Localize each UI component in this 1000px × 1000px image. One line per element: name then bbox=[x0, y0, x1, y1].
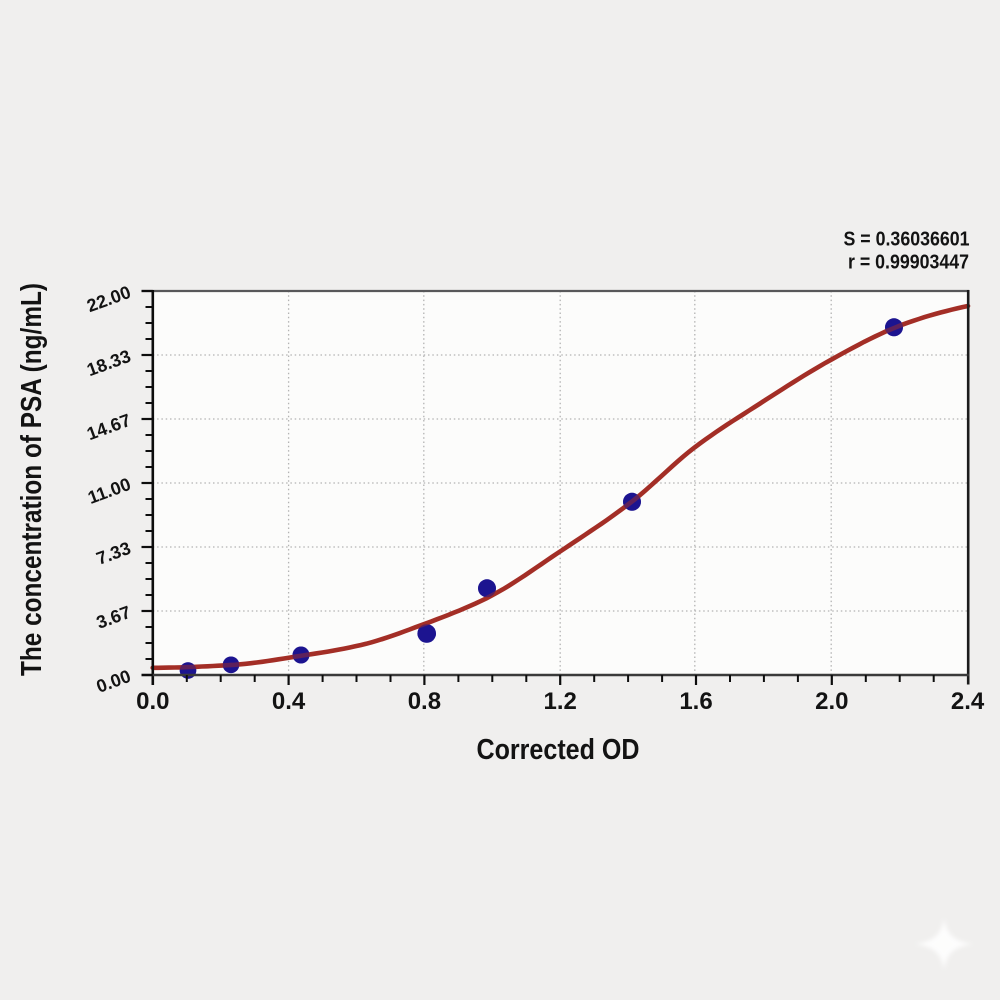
svg-text:7.33: 7.33 bbox=[94, 538, 134, 569]
svg-text:22.00: 22.00 bbox=[84, 282, 133, 316]
svg-text:0.00: 0.00 bbox=[94, 666, 134, 697]
svg-text:The concentration of PSA (ng/m: The concentration of PSA (ng/mL) bbox=[16, 283, 48, 676]
svg-text:3.67: 3.67 bbox=[94, 602, 134, 633]
svg-text:2.4: 2.4 bbox=[951, 688, 985, 715]
svg-text:14.67: 14.67 bbox=[84, 410, 133, 444]
svg-text:S = 0.36036601: S = 0.36036601 bbox=[844, 229, 970, 251]
svg-text:1.6: 1.6 bbox=[679, 688, 712, 715]
svg-text:0.8: 0.8 bbox=[408, 688, 441, 715]
svg-text:11.00: 11.00 bbox=[85, 474, 133, 508]
svg-text:0.0: 0.0 bbox=[136, 688, 169, 715]
svg-text:r = 0.99903447: r = 0.99903447 bbox=[848, 252, 969, 274]
svg-text:2.0: 2.0 bbox=[815, 688, 848, 715]
svg-text:1.2: 1.2 bbox=[544, 688, 577, 715]
svg-text:Corrected OD: Corrected OD bbox=[477, 734, 640, 766]
svg-text:0.4: 0.4 bbox=[272, 688, 306, 715]
svg-text:18.33: 18.33 bbox=[84, 346, 133, 380]
